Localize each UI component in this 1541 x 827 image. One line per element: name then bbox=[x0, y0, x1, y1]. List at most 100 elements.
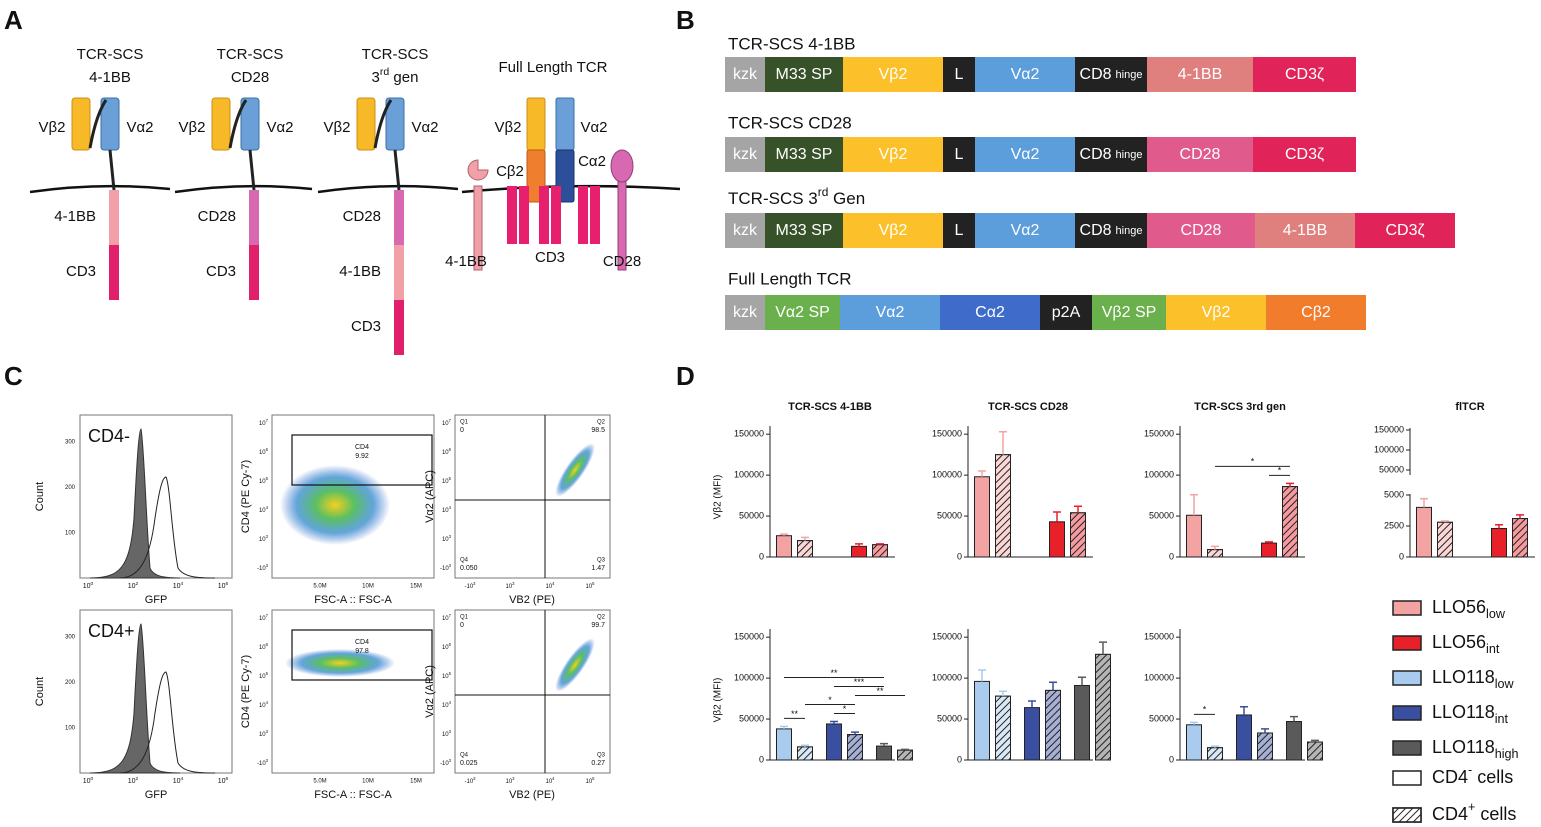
domain-label: Vα2 bbox=[580, 119, 607, 136]
segment-label: Vα2 bbox=[1011, 222, 1040, 239]
error-bar bbox=[1420, 497, 1428, 508]
y-tick-label: 50000 bbox=[1149, 713, 1174, 723]
y-tick-label: 150000 bbox=[932, 632, 962, 642]
bar bbox=[851, 545, 867, 558]
bar bbox=[1286, 721, 1302, 761]
legend-label-part: cells bbox=[1472, 767, 1513, 787]
tick-label: 106 bbox=[259, 642, 269, 651]
tick-label: 100 bbox=[83, 776, 94, 785]
tick-label-part: 6 bbox=[226, 776, 229, 782]
bar-hatch bbox=[1207, 747, 1223, 761]
segment bbox=[1147, 137, 1253, 172]
quad-value: 0.27 bbox=[591, 760, 605, 767]
domain-label: CD3 bbox=[66, 263, 96, 280]
segment-name: CD3ζ bbox=[1285, 66, 1324, 83]
signal-domain bbox=[109, 190, 119, 245]
error-bar bbox=[855, 543, 863, 547]
tick-label-part: 10 bbox=[83, 778, 91, 785]
tick-label: 102 bbox=[128, 776, 139, 785]
tick-label-part: 2 bbox=[136, 581, 139, 587]
segment bbox=[1255, 213, 1355, 248]
tick-label-part: 10 bbox=[259, 703, 266, 709]
segment bbox=[765, 295, 840, 330]
segment bbox=[1147, 213, 1255, 248]
significance-label: ** bbox=[791, 709, 799, 719]
legend-label-part: low bbox=[1495, 677, 1515, 691]
error-bar bbox=[801, 744, 809, 747]
error-bar bbox=[1240, 706, 1248, 715]
legend-swatch bbox=[1392, 635, 1422, 651]
domain-label: 4-1BB bbox=[339, 263, 381, 280]
construct-title-part: gen bbox=[389, 69, 418, 86]
bar-hatch bbox=[847, 734, 863, 761]
tick-label-part: 6 bbox=[226, 581, 229, 587]
tick-label-part: 3 bbox=[449, 534, 452, 539]
tick-label: 105 bbox=[259, 476, 269, 485]
tick-label-part: 10 bbox=[128, 583, 136, 590]
hist-open bbox=[119, 476, 216, 579]
linker bbox=[228, 99, 248, 149]
error-bar bbox=[1261, 728, 1269, 733]
y-tick-label: 5000 bbox=[1384, 489, 1404, 499]
y-tick-label: 0 bbox=[957, 754, 962, 764]
legend-swatch bbox=[1392, 770, 1422, 786]
cd3-chain bbox=[539, 186, 549, 244]
signal-domain bbox=[249, 190, 259, 245]
tick-label-part: 10 bbox=[442, 479, 449, 485]
cd3-chain bbox=[551, 186, 561, 244]
axis-label: CD4 (PE Cy-7) bbox=[240, 655, 252, 728]
tick-label-part: -10 bbox=[257, 566, 266, 572]
membrane bbox=[29, 184, 171, 194]
error-bar bbox=[1311, 739, 1319, 742]
y-tick-label: 150000 bbox=[932, 429, 962, 439]
tick-label-part: 10 bbox=[442, 537, 449, 543]
plot-frame bbox=[271, 414, 435, 579]
bar bbox=[776, 535, 792, 558]
segment-label: Vα2 bbox=[1011, 146, 1040, 163]
segment bbox=[1266, 295, 1366, 330]
bar-hatch bbox=[1437, 521, 1453, 558]
bar bbox=[1416, 506, 1432, 558]
cd3-chain bbox=[519, 186, 529, 244]
segment bbox=[1040, 295, 1092, 330]
tick-label: 104 bbox=[259, 505, 269, 514]
tick-label: 105 bbox=[585, 581, 595, 590]
density bbox=[555, 443, 595, 497]
tick-label-part: 10 bbox=[442, 421, 449, 427]
segment-sub: hinge bbox=[1116, 149, 1143, 161]
va-label: Vα2 bbox=[126, 119, 153, 136]
y-tick-label: 0 bbox=[759, 754, 764, 764]
tick-label-part: 10 bbox=[218, 778, 226, 785]
legend-label-part: int bbox=[1495, 712, 1509, 726]
tick-label-part: 3 bbox=[512, 581, 515, 586]
significance-label: *** bbox=[854, 677, 865, 687]
y-tick-label: 150000 bbox=[1144, 632, 1174, 642]
bar-hatch bbox=[1512, 518, 1528, 558]
tick-label-part: 7 bbox=[266, 418, 269, 423]
hist-filled bbox=[89, 428, 181, 579]
row-name: CD4+ bbox=[88, 621, 135, 641]
construct-title: TCR-SCS 4-1BB bbox=[728, 34, 856, 53]
y-tick-label: 0 bbox=[1169, 551, 1174, 561]
tick-label-part: 4 bbox=[181, 776, 184, 782]
segment bbox=[1253, 137, 1356, 172]
significance-label: * bbox=[1203, 705, 1207, 715]
segment-name: Vβ2 SP bbox=[1102, 304, 1157, 321]
tick-label: -103 bbox=[440, 563, 452, 572]
bar-hatch bbox=[1207, 549, 1223, 558]
tick-label: 103 bbox=[259, 534, 269, 543]
linker bbox=[88, 99, 108, 149]
tick-label-part: 3 bbox=[473, 581, 476, 586]
bar-hatch bbox=[1095, 653, 1111, 761]
domain-label: Cβ2 bbox=[496, 163, 524, 180]
gate bbox=[291, 629, 433, 681]
tick-label-part: 10 bbox=[259, 508, 266, 514]
quad-name: Q3 bbox=[597, 558, 606, 564]
vb-label: Vβ2 bbox=[324, 119, 351, 136]
segment-label: CD8 hinge bbox=[1080, 222, 1143, 239]
tick-label: -103 bbox=[440, 758, 452, 767]
error-bar bbox=[978, 470, 986, 477]
tick-label-part: 10 bbox=[442, 616, 449, 622]
significance-label: * bbox=[828, 695, 832, 705]
va-label: Vα2 bbox=[411, 119, 438, 136]
